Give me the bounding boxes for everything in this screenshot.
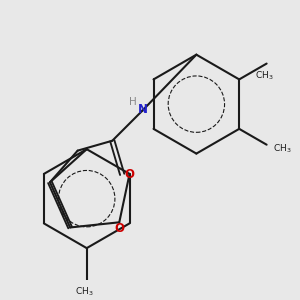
Text: CH$_3$: CH$_3$ — [273, 142, 291, 155]
Text: H: H — [129, 97, 137, 107]
Text: O: O — [114, 222, 124, 235]
Text: CH$_3$: CH$_3$ — [75, 286, 94, 298]
Text: CH$_3$: CH$_3$ — [255, 70, 274, 82]
Text: O: O — [124, 168, 134, 181]
Text: N: N — [138, 103, 148, 116]
